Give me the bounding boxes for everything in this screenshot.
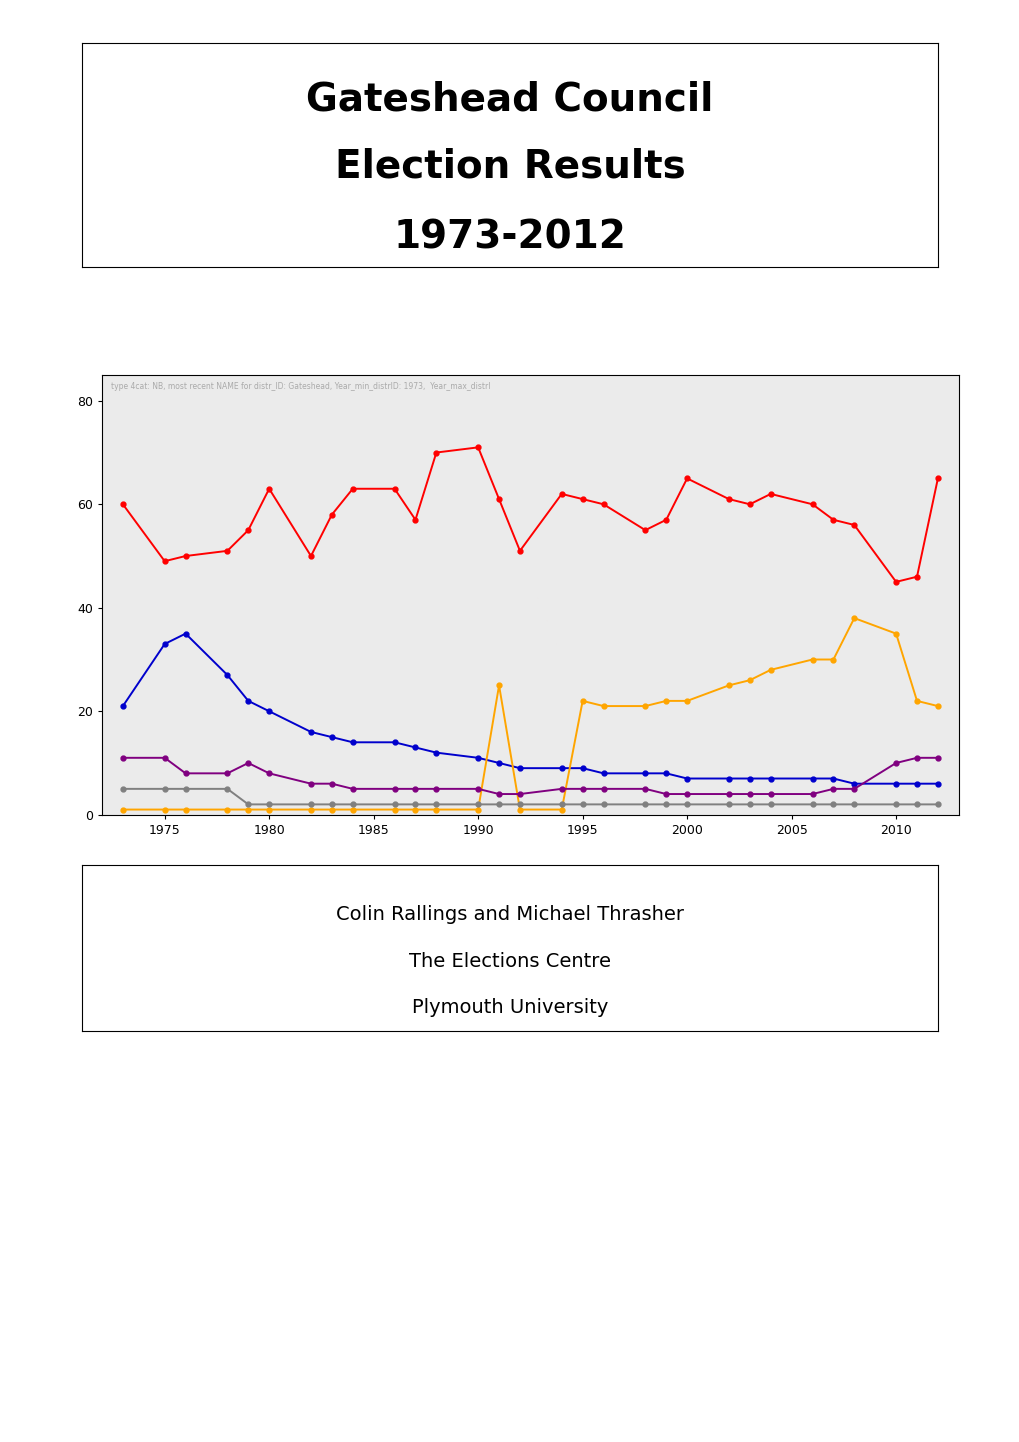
Text: The Elections Centre: The Elections Centre	[409, 952, 610, 970]
Text: Gateshead Council: Gateshead Council	[306, 81, 713, 118]
Text: 1973-2012: 1973-2012	[393, 219, 626, 257]
Text: Plymouth University: Plymouth University	[412, 998, 607, 1017]
Text: Election Results: Election Results	[334, 147, 685, 185]
Text: type 4cat: NB, most recent NAME for distr_ID: Gateshead, Year_min_distrID: 1973,: type 4cat: NB, most recent NAME for dist…	[110, 382, 489, 391]
Text: Colin Rallings and Michael Thrasher: Colin Rallings and Michael Thrasher	[335, 906, 684, 924]
